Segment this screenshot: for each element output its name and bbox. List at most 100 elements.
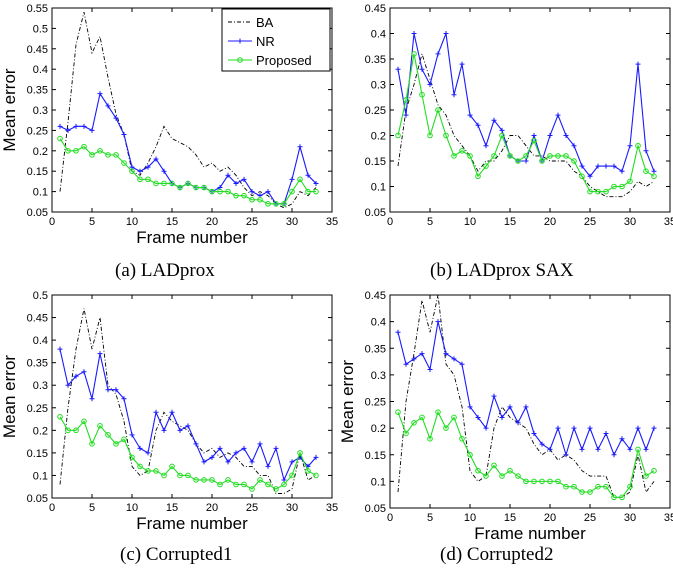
data-point	[289, 472, 295, 479]
data-point	[595, 188, 601, 195]
data-point	[273, 445, 279, 451]
series-line	[397, 321, 655, 457]
legend-marker	[237, 57, 243, 63]
data-point	[305, 468, 311, 474]
data-point	[483, 143, 489, 149]
data-point	[57, 135, 63, 142]
y-tick-label: 0.05	[27, 493, 48, 505]
data-point	[129, 168, 135, 174]
series-line	[59, 11, 317, 209]
y-tick-label: 0.35	[365, 343, 386, 355]
data-point	[185, 180, 191, 187]
y-tick-label: 0.35	[27, 85, 48, 97]
series-line	[397, 52, 655, 198]
x-tick-label: 25	[584, 512, 596, 524]
data-point	[547, 446, 553, 452]
x-tick-label: 0	[387, 512, 393, 524]
data-point	[65, 127, 71, 133]
data-point	[89, 127, 95, 133]
y-tick-label: 0.55	[27, 3, 48, 15]
data-point	[217, 445, 223, 451]
data-point	[539, 158, 545, 164]
data-point	[185, 472, 191, 479]
data-point	[297, 144, 303, 150]
data-point	[451, 153, 457, 159]
data-point	[97, 148, 103, 154]
data-point	[281, 477, 287, 483]
data-point	[531, 133, 537, 138]
data-point	[539, 441, 545, 447]
data-point	[651, 467, 657, 474]
x-tick-label: 5	[89, 216, 95, 228]
data-point	[289, 459, 295, 465]
y-axis-label: Mean error	[0, 68, 19, 151]
series-line	[59, 349, 317, 482]
data-point	[145, 176, 151, 183]
data-point	[555, 478, 561, 485]
x-tick-label: 10	[464, 512, 476, 524]
y-tick-label: 0.3	[371, 370, 386, 382]
data-point	[619, 436, 625, 442]
data-point	[129, 454, 135, 461]
data-point	[411, 420, 417, 426]
data-point	[427, 367, 433, 373]
data-point	[459, 148, 465, 154]
data-point	[395, 66, 401, 72]
y-tick-label: 0.5	[33, 23, 48, 35]
data-point	[121, 160, 127, 166]
data-point	[451, 92, 457, 98]
series-proposed	[395, 51, 657, 195]
data-point	[161, 168, 167, 174]
panel-caption: (a) LADprox	[115, 260, 215, 281]
data-point	[467, 112, 473, 118]
data-point	[249, 459, 255, 465]
y-tick-label: 0.05	[365, 503, 386, 515]
y-tick-label: 0.4	[371, 317, 386, 329]
data-point	[313, 188, 319, 195]
y-tick-label: 0.25	[365, 105, 386, 117]
data-point	[193, 441, 199, 447]
data-point	[281, 201, 287, 207]
data-point	[411, 31, 417, 36]
y-tick-label: 0.35	[365, 54, 386, 66]
data-point	[411, 356, 417, 362]
data-point	[281, 481, 287, 488]
data-point	[491, 462, 497, 469]
data-point	[225, 459, 231, 465]
data-point	[313, 472, 319, 479]
data-point	[523, 404, 529, 410]
data-point	[233, 180, 239, 186]
data-point	[265, 189, 271, 195]
data-point	[403, 430, 409, 437]
x-tick-label: 30	[286, 216, 298, 228]
data-point	[603, 188, 609, 195]
x-tick-label: 25	[246, 216, 258, 228]
data-point	[161, 472, 167, 479]
data-point	[611, 494, 617, 501]
data-point	[515, 473, 521, 479]
chart-panel-3: 0 5 10 15 20 25 30 35 0.05 0.1 0.15 0.2 0.25 0.3 0.35 0…	[0, 290, 338, 565]
data-point	[249, 196, 255, 203]
series-nr	[395, 319, 657, 458]
y-tick-label: 0.45	[365, 3, 386, 15]
data-point	[121, 396, 127, 402]
data-point	[539, 478, 545, 485]
data-point	[177, 184, 183, 191]
data-point	[305, 172, 311, 178]
y-tick-label: 0.05	[27, 207, 48, 219]
data-point	[161, 427, 167, 433]
data-point	[265, 201, 271, 207]
data-point	[499, 414, 505, 420]
data-point	[89, 396, 95, 402]
data-point	[475, 414, 481, 420]
data-point	[651, 173, 657, 180]
data-point	[635, 61, 641, 67]
data-point	[225, 172, 231, 178]
data-point	[571, 425, 577, 431]
data-point	[619, 183, 625, 190]
series-proposed	[57, 135, 319, 207]
data-point	[523, 158, 529, 164]
y-tick-label: 0.45	[27, 313, 48, 325]
y-tick-label: 0.2	[371, 131, 386, 143]
